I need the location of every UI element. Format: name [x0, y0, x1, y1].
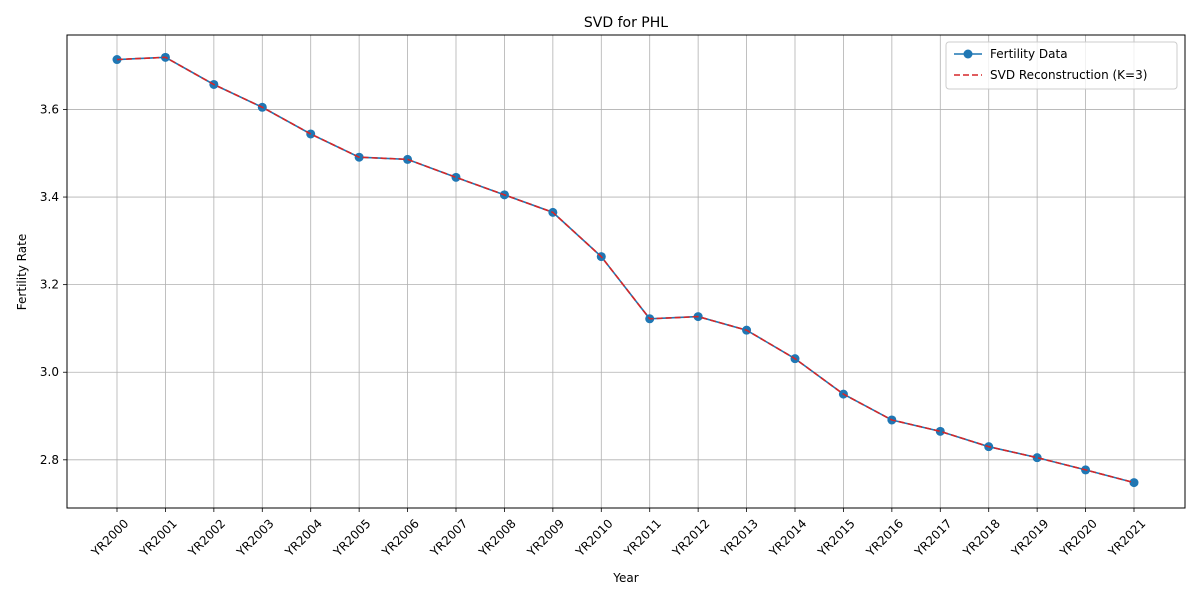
data-point-fertility [1032, 453, 1042, 463]
y-tick-label: 2.8 [40, 453, 59, 467]
x-tick-label: YR2008 [475, 516, 518, 559]
x-tick-label: YR2012 [669, 516, 712, 559]
x-tick-label: YR2001 [136, 516, 179, 559]
x-tick-label: YR2007 [427, 516, 470, 559]
x-tick-label: YR2021 [1105, 516, 1148, 559]
y-tick-label: 3.2 [40, 278, 59, 292]
x-tick-label: YR2020 [1057, 516, 1100, 559]
y-axis-label: Fertility Rate [15, 234, 29, 310]
x-tick-label: YR2016 [863, 516, 906, 559]
legend-marker-fertility [963, 49, 973, 59]
y-tick-label: 3.0 [40, 365, 59, 379]
axes: YR2000 YR2001 YR2002 YR2003 YR2004 YR2005 YR20… [40, 34, 1186, 560]
x-tick-label: YR2006 [379, 516, 422, 559]
series-line-svd-reconstruction [116, 56, 1135, 484]
x-axis-label: Year [612, 571, 638, 585]
legend-box [945, 41, 1178, 90]
x-tick-label: YR2011 [621, 516, 664, 559]
grid-lines [67, 35, 1185, 508]
x-tick-label: YR2004 [282, 516, 325, 559]
legend: Fertility Data SVD Reconstruction (K=3) [945, 41, 1178, 90]
series-line-fertility-data [116, 56, 1135, 484]
x-tick-label: YR2002 [185, 516, 228, 559]
x-tick-label: YR2014 [766, 516, 809, 559]
plot-frame [66, 34, 1186, 509]
x-tick-label: YR2000 [88, 516, 131, 559]
series-layer [112, 52, 1139, 488]
x-tick-label: YR2005 [330, 516, 373, 559]
y-tick-label: 3.6 [40, 102, 59, 116]
x-tick-label: YR2003 [233, 516, 276, 559]
data-point-fertility [451, 172, 461, 182]
legend-label-svd: SVD Reconstruction (K=3) [990, 68, 1147, 82]
y-tick-label: 3.4 [40, 190, 59, 204]
data-point-fertility [935, 426, 945, 436]
x-tick-label: YR2013 [718, 516, 761, 559]
x-tick-label: YR2019 [1008, 516, 1051, 559]
x-tick-label: YR2018 [960, 516, 1003, 559]
x-tick-label: YR2015 [814, 516, 857, 559]
x-tick-label: YR2009 [524, 516, 567, 559]
legend-label-fertility: Fertility Data [990, 47, 1068, 61]
x-tick-label: YR2017 [911, 516, 954, 559]
x-tick-label: YR2010 [572, 516, 615, 559]
chart-title: SVD for PHL [584, 15, 668, 31]
